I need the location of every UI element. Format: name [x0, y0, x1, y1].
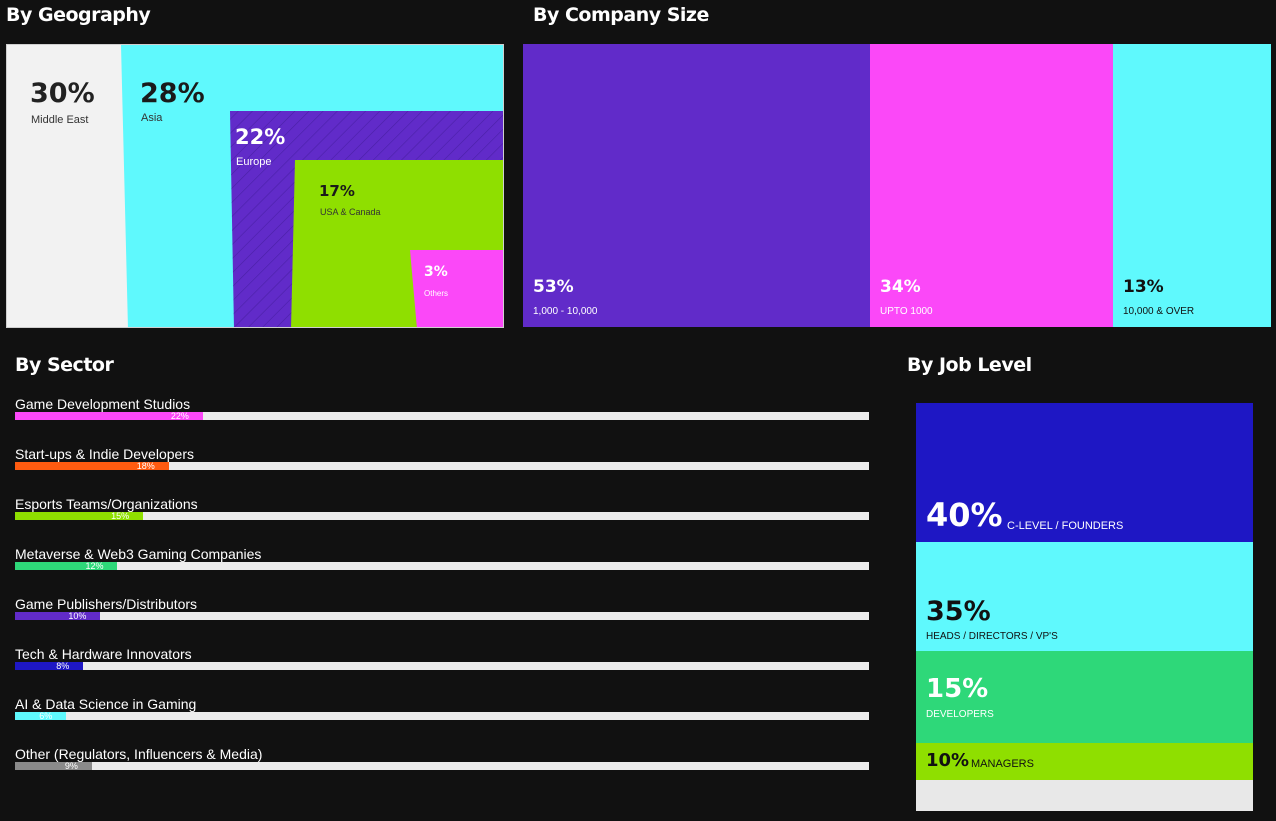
company-pct: 13%: [1123, 277, 1164, 297]
geography-shapes: [7, 45, 503, 327]
sector-row: Esports Teams/Organizations 15%: [15, 496, 869, 526]
sector-bar: 15%: [15, 511, 144, 521]
sector-row: Metaverse & Web3 Gaming Companies 12%: [15, 546, 869, 576]
sector-track: 18%: [15, 461, 869, 471]
sector-track: 22%: [15, 411, 869, 421]
job-pct-heads: 35%: [926, 596, 991, 627]
geo-pct-europe: 22%: [235, 125, 286, 149]
job-label-managers: MANAGERS: [971, 758, 1034, 770]
job-block-heads: 35% HEADS / DIRECTORS / VP'S: [916, 542, 1253, 651]
company-size-chart: 53% 1,000 - 10,000 34% UPTO 1000 13% 10,…: [523, 44, 1271, 327]
sector-label: Game Development Studios: [15, 396, 191, 412]
job-pct-developers: 15%: [926, 674, 989, 704]
sector-label: Tech & Hardware Innovators: [15, 646, 192, 662]
sector-row: Game Development Studios 22%: [15, 396, 869, 426]
sector-value-label: 8%: [56, 661, 70, 671]
job-level-title: By Job Level: [907, 354, 1032, 376]
job-label-c-level: C-LEVEL / FOUNDERS: [1007, 520, 1124, 532]
sector-track: 8%: [15, 661, 869, 671]
sector-label: Metaverse & Web3 Gaming Companies: [15, 546, 262, 562]
sector-track: 10%: [15, 611, 869, 621]
sector-value-label: 12%: [85, 561, 104, 571]
company-label: UPTO 1000: [880, 306, 933, 317]
company-block-upto-1000: 34% UPTO 1000: [870, 44, 1113, 327]
sector-label: Esports Teams/Organizations: [15, 496, 198, 512]
geo-label-europe: Europe: [236, 156, 272, 168]
sector-bar: 12%: [15, 561, 118, 571]
job-block-c-level: 40% C-LEVEL / FOUNDERS: [916, 403, 1253, 542]
sector-track: 15%: [15, 511, 869, 521]
geo-pct-usa-canada: 17%: [319, 182, 355, 200]
sector-value-label: 18%: [136, 461, 155, 471]
geo-block-middle-east: [7, 45, 128, 327]
sector-track: 9%: [15, 761, 869, 771]
sector-bar: 6%: [15, 711, 67, 721]
company-label: 10,000 & OVER: [1123, 306, 1195, 317]
sector-value-label: 22%: [170, 411, 189, 421]
sector-value-label: 15%: [111, 511, 130, 521]
sector-row: Tech & Hardware Innovators 8%: [15, 646, 869, 676]
geo-pct-others: 3%: [424, 264, 448, 280]
sector-row: AI & Data Science in Gaming 6%: [15, 696, 869, 726]
sector-label: Other (Regulators, Influencers & Media): [15, 746, 263, 762]
company-pct: 53%: [533, 277, 574, 297]
geo-label-usa-canada: USA & Canada: [320, 207, 381, 217]
job-block-managers: 10% MANAGERS: [916, 743, 1253, 780]
geo-label-middle-east: Middle East: [31, 114, 89, 126]
sector-track: 6%: [15, 711, 869, 721]
company-label: 1,000 - 10,000: [533, 306, 598, 317]
sector-label: AI & Data Science in Gaming: [15, 696, 197, 712]
geo-label-asia: Asia: [141, 112, 163, 124]
sector-label: Game Publishers/Distributors: [15, 596, 198, 612]
company-block-1000-10000: 53% 1,000 - 10,000: [523, 44, 870, 327]
sector-title: By Sector: [15, 354, 114, 376]
job-pct-managers: 10%: [926, 750, 970, 771]
job-label-heads: HEADS / DIRECTORS / VP'S: [926, 631, 1058, 642]
company-pct: 34%: [880, 277, 921, 297]
sector-label: Start-ups & Indie Developers: [15, 446, 194, 462]
sector-row: Other (Regulators, Influencers & Media) 9…: [15, 746, 869, 776]
sector-value-label: 9%: [64, 761, 78, 771]
job-pct-c-level: 40%: [926, 496, 1003, 534]
sector-bar: 8%: [15, 661, 84, 671]
job-block-developers: 15% DEVELOPERS: [916, 651, 1253, 743]
company-block-10000-over: 13% 10,000 & OVER: [1113, 44, 1271, 327]
company-size-title: By Company Size: [533, 4, 709, 26]
sector-bar: 10%: [15, 611, 101, 621]
job-label-developers: DEVELOPERS: [926, 709, 994, 720]
geography-chart: 30% Middle East 28% Asia 22% Europe 17% …: [6, 44, 504, 328]
job-level-chart: 40% C-LEVEL / FOUNDERS 35% HEADS / DIREC…: [916, 403, 1253, 811]
sector-bar: 18%: [15, 461, 169, 471]
geography-title: By Geography: [6, 4, 151, 26]
sector-value-label: 6%: [39, 711, 53, 721]
sector-track: 12%: [15, 561, 869, 571]
sector-bar: 22%: [15, 411, 203, 421]
sector-row: Game Publishers/Distributors 10%: [15, 596, 869, 626]
geo-label-others: Others: [424, 289, 449, 298]
sector-value-label: 10%: [68, 611, 87, 621]
sector-bar: 9%: [15, 761, 92, 771]
geo-pct-asia: 28%: [140, 78, 205, 109]
sector-row: Start-ups & Indie Developers 18%: [15, 446, 869, 476]
geo-block-others: [410, 250, 503, 327]
geo-pct-middle-east: 30%: [30, 78, 95, 109]
